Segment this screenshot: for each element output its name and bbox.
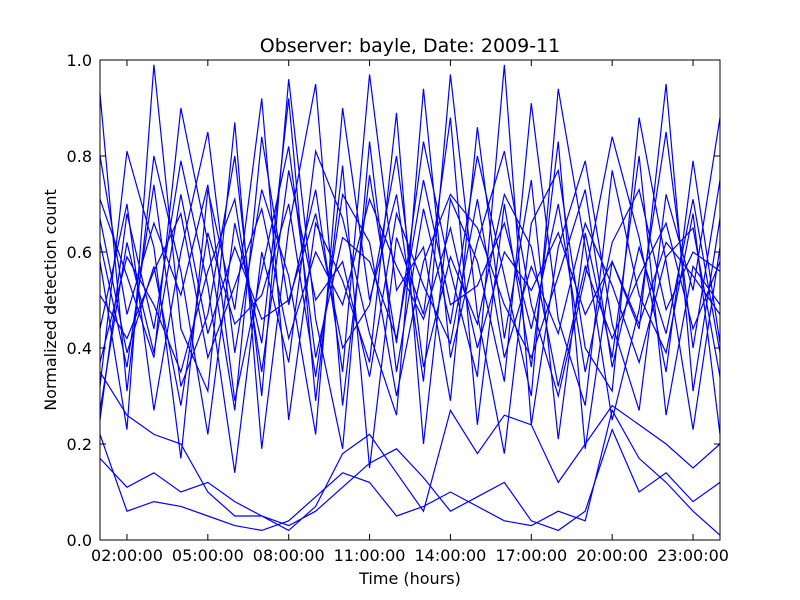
series-line-10: [99, 371, 721, 532]
x-tick-label: 02:00:00: [91, 546, 163, 565]
series-line-9: [99, 408, 721, 536]
x-tick-label: 23:00:00: [657, 546, 729, 565]
x-tick-label: 17:00:00: [495, 546, 567, 565]
x-tick-label: 11:00:00: [334, 546, 406, 565]
x-tick-label: 20:00:00: [576, 546, 648, 565]
series-line-4: [99, 64, 721, 449]
series-line-8: [99, 427, 721, 532]
y-tick-label: 1.0: [67, 51, 92, 70]
x-tick-label: 08:00:00: [253, 546, 325, 565]
chart-title: Observer: bayle, Date: 2009-11: [260, 35, 561, 57]
series-line-11: [99, 197, 721, 360]
plot-lines: [99, 64, 721, 536]
y-axis: 0.0 0.2 0.4 0.6 0.8 1.0: [67, 51, 720, 550]
plot-frame: [99, 59, 721, 541]
series-line-14: [99, 155, 721, 411]
x-tick-label: 14:00:00: [415, 546, 487, 565]
series-line-7: [99, 79, 721, 449]
series-line-12: [99, 170, 721, 377]
series-line-2: [99, 74, 721, 440]
x-axis-title: Time (hours): [358, 569, 461, 588]
x-axis: 02:00:00 05:00:00 08:00:00 11:00:00 14:00:00…: [91, 60, 729, 565]
y-tick-label: 0.0: [67, 531, 92, 550]
y-tick-label: 0.4: [67, 339, 92, 358]
y-tick-label: 0.8: [67, 147, 92, 166]
series-line-15: [99, 189, 721, 406]
y-tick-label: 0.2: [67, 435, 92, 454]
series-line-3: [99, 98, 721, 459]
y-axis-title: Normalized detection count: [41, 189, 60, 411]
y-tick-label: 0.6: [67, 243, 92, 262]
x-tick-label: 05:00:00: [172, 546, 244, 565]
